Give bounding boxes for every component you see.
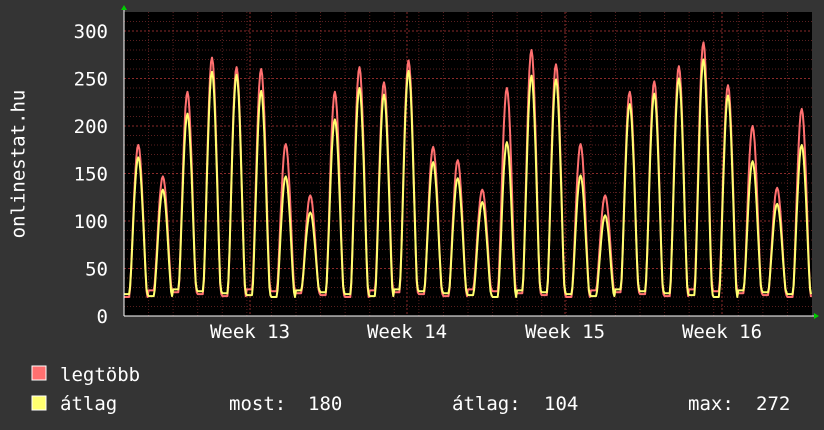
y-tick-label: 0: [97, 306, 108, 328]
x-tick-label: Week 13: [210, 321, 290, 343]
stat-most-value: 180: [308, 393, 342, 415]
y-tick-label: 50: [85, 259, 108, 281]
y-tick-label: 150: [74, 164, 108, 186]
stat-atlag-value: 104: [544, 393, 578, 415]
stat-atlag-label: átlag:: [452, 393, 521, 415]
x-tick-label: Week 15: [525, 321, 605, 343]
y-tick-label: 250: [74, 69, 108, 91]
series-line-atlag: [124, 58, 812, 298]
y-tick-label: 200: [74, 116, 108, 138]
y-tick-label: 100: [74, 211, 108, 233]
y-tick-labels: 0 50 100 150 200 250 300: [74, 21, 108, 328]
legend: legtöbb átlag most: 180 átlag: 104 max: …: [31, 364, 790, 415]
legend-label-atlag: átlag: [60, 393, 117, 415]
y-tick-label: 300: [74, 21, 108, 43]
axes: [121, 5, 819, 319]
legend-label-legtobb: legtöbb: [60, 364, 140, 386]
stat-max-label: max:: [688, 393, 734, 415]
x-tick-labels: Week 13 Week 14 Week 15 Week 16: [210, 321, 762, 343]
y-axis-label: onlinestat.hu: [8, 90, 30, 239]
stat-most-label: most:: [229, 393, 286, 415]
x-tick-label: Week 16: [682, 321, 762, 343]
x-axis-arrow: [814, 313, 819, 319]
legend-swatch-legtobb: [31, 365, 47, 381]
series-layer: [124, 41, 812, 298]
legend-swatch-atlag: [31, 395, 47, 411]
x-tick-label: Week 14: [367, 321, 447, 343]
y-axis-arrow: [121, 5, 127, 10]
stat-max-value: 272: [756, 393, 790, 415]
